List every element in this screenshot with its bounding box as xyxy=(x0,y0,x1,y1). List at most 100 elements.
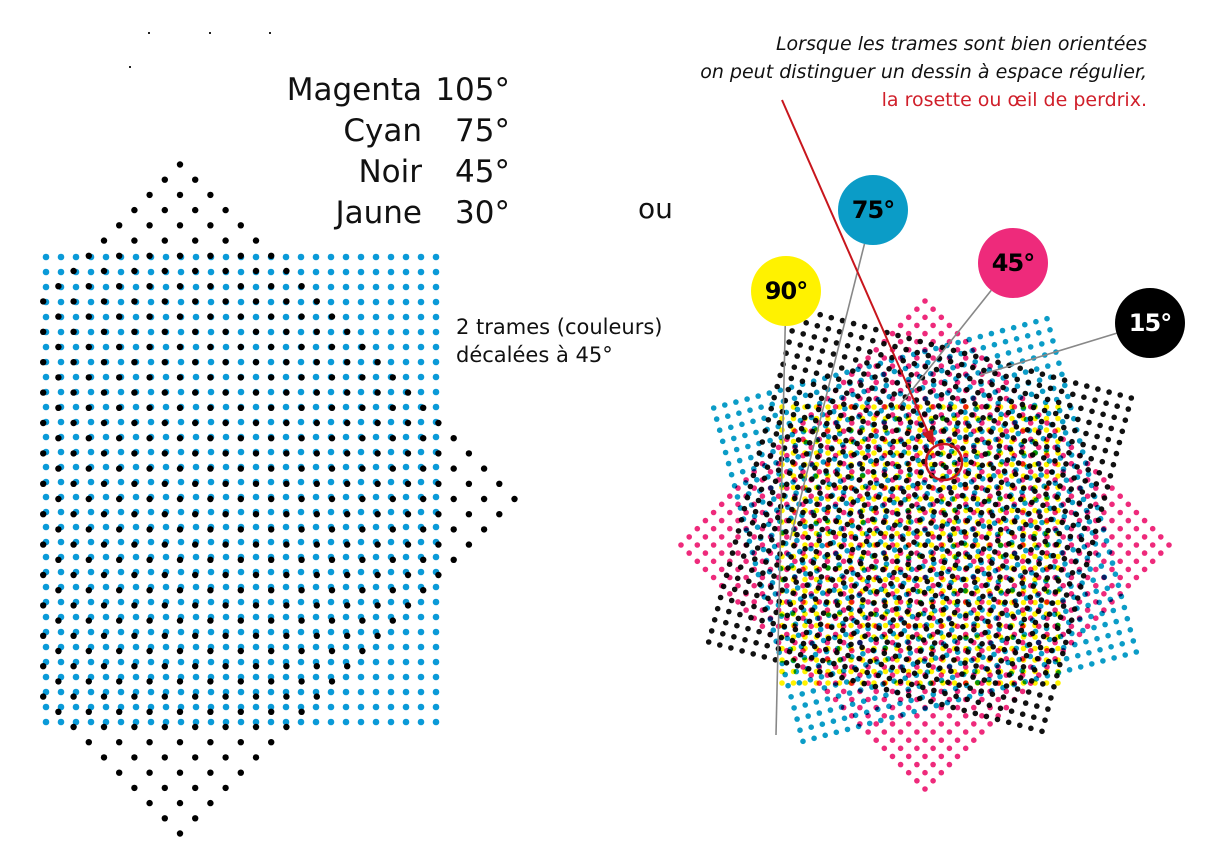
halftone-dot xyxy=(342,283,350,291)
halftone-dot xyxy=(847,510,854,516)
halftone-dot xyxy=(751,501,757,508)
halftone-dot xyxy=(897,745,904,752)
halftone-dot xyxy=(1068,617,1075,623)
halftone-dot xyxy=(1100,658,1106,664)
halftone-dot xyxy=(1028,391,1035,398)
halftone-dot xyxy=(915,433,922,440)
halftone-dot xyxy=(849,594,855,600)
halftone-dot xyxy=(1047,327,1053,333)
halftone-dot xyxy=(921,589,928,596)
halftone-dot xyxy=(57,478,65,486)
halftone-dot xyxy=(922,607,928,613)
halftone-dot xyxy=(954,646,960,652)
halftone-dot xyxy=(823,468,829,474)
halftone-dot xyxy=(972,401,978,407)
halftone-dot xyxy=(889,330,896,337)
halftone-dot xyxy=(763,559,769,565)
halftone-dot xyxy=(87,268,95,276)
halftone-dot xyxy=(903,346,909,353)
halftone-dot xyxy=(252,553,260,561)
halftone-dot xyxy=(758,404,764,411)
halftone-dot xyxy=(1029,452,1036,458)
halftone-dot xyxy=(979,436,985,443)
halftone-dot xyxy=(1068,639,1075,646)
halftone-dot xyxy=(986,565,992,571)
halftone-dot xyxy=(991,596,997,603)
halftone-dot xyxy=(873,721,879,727)
halftone-dot xyxy=(828,671,834,678)
halftone-dot xyxy=(784,452,790,459)
halftone-dot xyxy=(943,643,949,649)
halftone-dot xyxy=(914,659,921,665)
halftone-dot xyxy=(801,462,807,468)
halftone-dot xyxy=(869,385,875,391)
halftone-dot xyxy=(686,550,692,556)
halftone-dot xyxy=(881,340,887,347)
halftone-dot xyxy=(934,676,940,683)
halftone-dot xyxy=(192,313,200,321)
halftone-dot xyxy=(908,519,914,525)
halftone-dot xyxy=(881,452,888,459)
halftone-dot xyxy=(162,553,170,561)
halftone-dot xyxy=(723,619,729,626)
halftone-dot xyxy=(905,493,912,500)
halftone-dot xyxy=(147,508,155,516)
halftone-dot xyxy=(1010,613,1016,620)
halftone-dot xyxy=(805,356,812,362)
halftone-dot xyxy=(860,418,866,425)
halftone-dot xyxy=(1019,509,1026,516)
halftone-dot xyxy=(327,388,335,396)
halftone-dot xyxy=(1019,688,1026,695)
halftone-dot xyxy=(866,527,873,534)
halftone-dot xyxy=(798,473,804,480)
halftone-dot xyxy=(1117,591,1123,597)
halftone-dot xyxy=(840,580,847,586)
halftone-dot xyxy=(1040,633,1047,640)
halftone-dot xyxy=(944,548,951,554)
halftone-dot xyxy=(147,448,155,456)
halftone-dot xyxy=(974,615,980,622)
halftone-dot xyxy=(905,314,912,321)
halftone-dot xyxy=(1060,582,1066,589)
halftone-dot xyxy=(909,503,915,509)
halftone-dot xyxy=(402,493,410,501)
halftone-dot xyxy=(42,283,50,291)
halftone-dot xyxy=(930,550,936,556)
halftone-dot xyxy=(237,418,245,426)
halftone-dot xyxy=(1109,566,1115,573)
halftone-dot xyxy=(787,601,794,608)
halftone-dot xyxy=(873,379,879,386)
halftone-dot xyxy=(372,493,380,501)
halftone-dot xyxy=(897,647,904,654)
halftone-dot xyxy=(1125,534,1132,540)
halftone-dot xyxy=(938,460,945,467)
halftone-dot xyxy=(981,367,987,374)
halftone-dot xyxy=(1017,365,1023,372)
halftone-dot xyxy=(765,417,772,423)
halftone-dot xyxy=(222,433,230,441)
halftone-dot xyxy=(342,463,350,471)
halftone-dot xyxy=(984,666,990,672)
halftone-dot xyxy=(1063,461,1069,467)
halftone-dot xyxy=(897,469,904,475)
halftone-dot xyxy=(944,417,950,423)
halftone-dot xyxy=(387,328,395,336)
halftone-dot xyxy=(813,370,820,377)
halftone-dot xyxy=(1075,416,1081,423)
halftone-dot xyxy=(342,493,350,501)
halftone-dot xyxy=(207,388,215,396)
halftone-dot xyxy=(1043,427,1050,433)
halftone-dot xyxy=(748,614,754,621)
halftone-dot xyxy=(827,362,834,368)
halftone-dot xyxy=(829,446,835,452)
halftone-dot xyxy=(824,688,831,695)
halftone-dot xyxy=(714,605,721,612)
halftone-dot xyxy=(874,589,880,595)
halftone-dot xyxy=(922,753,928,760)
halftone-dot xyxy=(222,493,230,501)
halftone-dot xyxy=(1068,444,1075,451)
halftone-dot xyxy=(402,583,410,591)
halftone-dot xyxy=(865,485,871,491)
halftone-dot xyxy=(808,623,814,630)
halftone-dot xyxy=(994,716,1001,723)
